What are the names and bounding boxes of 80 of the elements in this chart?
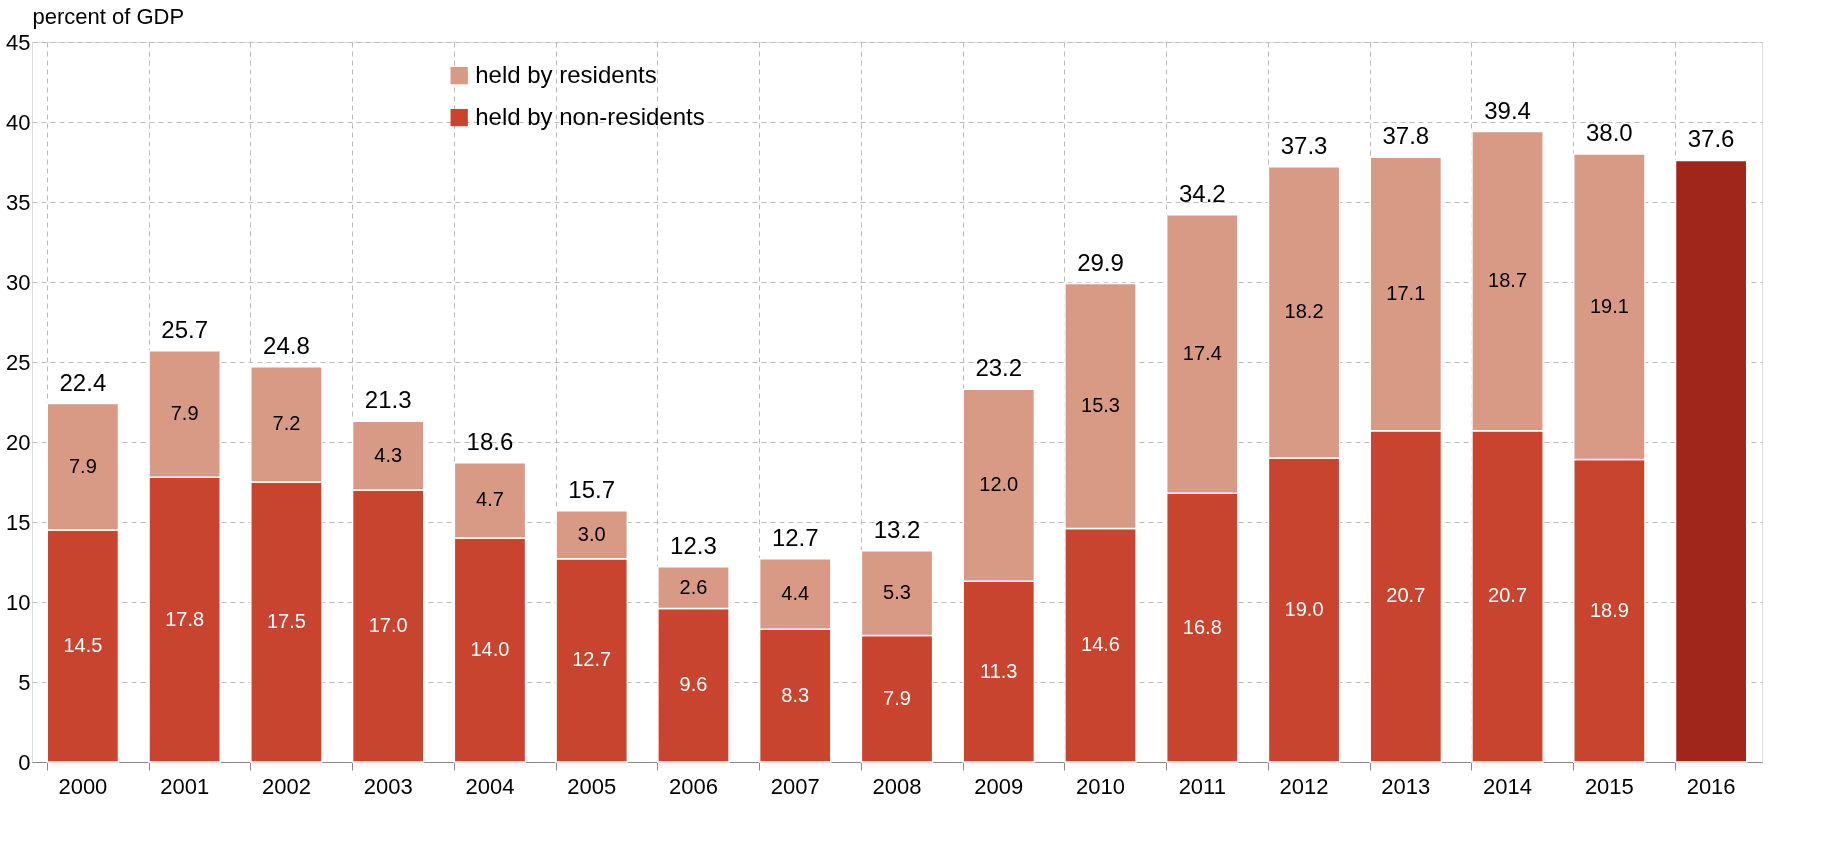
total-label: 24.8 bbox=[263, 331, 310, 359]
y-tick-label: 30 bbox=[6, 269, 31, 295]
x-tick-label: 2014 bbox=[1483, 773, 1533, 799]
bar bbox=[1674, 159, 1748, 763]
x-tick-label: 2013 bbox=[1381, 773, 1431, 799]
data-label: 17.5 bbox=[266, 610, 306, 632]
y-axis-title: percent of GDP bbox=[32, 3, 185, 29]
x-tick-label: 2010 bbox=[1076, 773, 1126, 799]
data-label: 14.0 bbox=[470, 638, 510, 660]
data-label: 17.4 bbox=[1182, 342, 1222, 364]
total-label: 22.4 bbox=[59, 368, 107, 396]
data-label: 12.7 bbox=[572, 648, 612, 671]
legend-label: held by non-residents bbox=[475, 102, 705, 130]
data-label: 18.9 bbox=[1589, 598, 1629, 621]
data-label: 5.3 bbox=[883, 581, 911, 604]
x-tick-label: 2006 bbox=[668, 773, 718, 799]
x-tick-label: 2012 bbox=[1279, 773, 1329, 799]
data-label: 4.4 bbox=[781, 582, 810, 604]
y-tick-label: 25 bbox=[6, 349, 31, 375]
data-label: 7.9 bbox=[68, 454, 97, 477]
data-label: 12.0 bbox=[979, 473, 1019, 496]
x-tick-label: 2011 bbox=[1178, 773, 1226, 799]
total-label: 29.9 bbox=[1077, 248, 1124, 276]
total-label: 15.7 bbox=[568, 475, 616, 503]
data-label: 16.8 bbox=[1182, 615, 1222, 638]
x-tick-label: 2004 bbox=[465, 773, 515, 799]
y-tick-label: 40 bbox=[6, 109, 31, 135]
total-label: 37.6 bbox=[1687, 125, 1735, 153]
data-label: 3.0 bbox=[577, 522, 606, 545]
x-tick-label: 2001 bbox=[160, 773, 210, 799]
total-label: 21.3 bbox=[364, 386, 412, 414]
data-label: 14.6 bbox=[1081, 633, 1120, 656]
data-label: 19.1 bbox=[1589, 294, 1629, 317]
data-label: 17.0 bbox=[368, 614, 408, 636]
total-label: 37.8 bbox=[1382, 122, 1430, 150]
data-label: 15.3 bbox=[1081, 394, 1120, 416]
x-tick-label: 2007 bbox=[770, 773, 820, 799]
data-label: 18.7 bbox=[1488, 269, 1528, 292]
data-label: 9.6 bbox=[679, 673, 708, 696]
total-label: 13.2 bbox=[873, 515, 921, 543]
y-tick-label: 15 bbox=[6, 509, 31, 535]
total-label: 37.3 bbox=[1280, 131, 1328, 159]
x-tick-label: 2000 bbox=[58, 773, 108, 799]
legend-label: held by residents bbox=[475, 60, 657, 88]
total-label: 12.3 bbox=[670, 531, 717, 559]
total-label: 18.6 bbox=[466, 427, 514, 455]
data-label: 19.0 bbox=[1284, 598, 1324, 620]
data-label: 2.6 bbox=[679, 575, 708, 598]
x-tick-label: 2008 bbox=[872, 773, 922, 799]
y-tick-label: 20 bbox=[6, 429, 31, 455]
data-label: 20.7 bbox=[1386, 584, 1426, 607]
data-label: 7.9 bbox=[883, 686, 911, 709]
data-label: 7.2 bbox=[272, 412, 301, 435]
data-label: 14.5 bbox=[63, 634, 103, 656]
data-label: 4.7 bbox=[476, 488, 504, 511]
data-label: 18.2 bbox=[1284, 300, 1324, 323]
x-tick-label: 2002 bbox=[261, 773, 311, 799]
y-tick-label: 45 bbox=[6, 29, 31, 55]
total-label: 38.0 bbox=[1585, 119, 1633, 146]
total-label: 12.7 bbox=[771, 523, 819, 551]
y-tick-label: 0 bbox=[18, 749, 31, 775]
data-label: 17.8 bbox=[165, 607, 205, 630]
x-tick-label: 2003 bbox=[363, 773, 413, 799]
total-label: 25.7 bbox=[161, 315, 209, 343]
y-tick-label: 10 bbox=[6, 589, 31, 615]
data-label: 17.1 bbox=[1386, 282, 1426, 304]
total-label: 34.2 bbox=[1178, 179, 1226, 207]
data-label: 20.7 bbox=[1488, 584, 1528, 607]
y-tick-label: 35 bbox=[6, 189, 31, 215]
x-tick-label: 2015 bbox=[1584, 773, 1634, 799]
x-tick-label: 2016 bbox=[1686, 773, 1736, 799]
data-label: 11.3 bbox=[980, 659, 1018, 682]
total-label: 39.4 bbox=[1484, 96, 1531, 124]
y-tick-label: 5 bbox=[18, 669, 31, 695]
x-tick-label: 2005 bbox=[567, 773, 617, 799]
total-label: 23.2 bbox=[975, 354, 1023, 382]
x-tick-label: 2009 bbox=[974, 773, 1024, 799]
data-label: 4.3 bbox=[374, 443, 403, 466]
data-label: 8.3 bbox=[781, 683, 810, 706]
data-label: 7.9 bbox=[170, 402, 199, 424]
